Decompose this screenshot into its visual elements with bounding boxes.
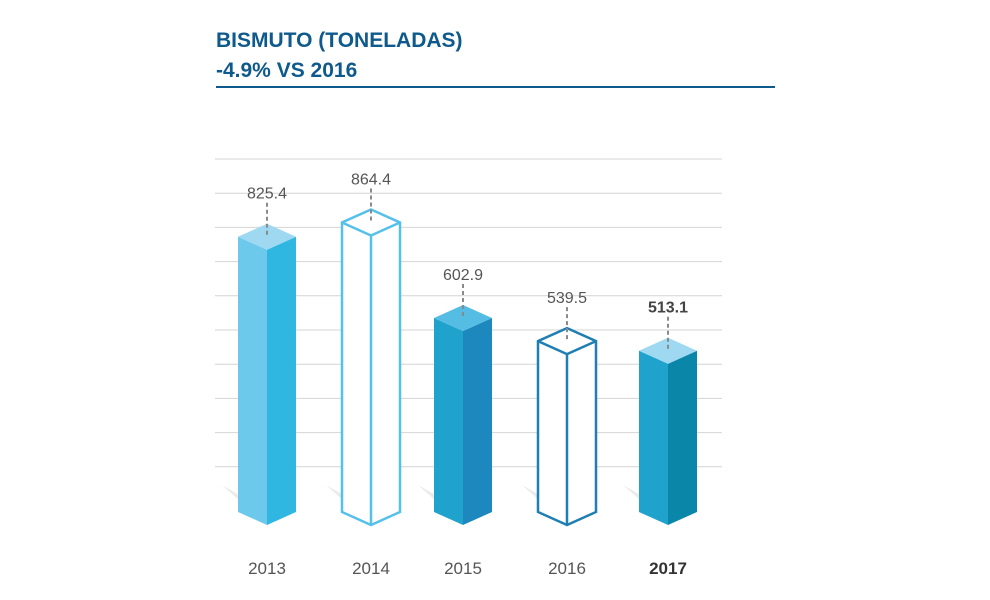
value-label-2016: 539.5	[547, 290, 587, 307]
x-tick-label-2016: 2016	[548, 559, 586, 578]
bar-2013	[238, 236, 267, 525]
bar-top-face-2015	[434, 304, 492, 331]
value-label-2014: 864.4	[351, 171, 391, 188]
chart-title: BISMUTO (TONELADAS)	[216, 29, 463, 52]
bar-right-face-2017	[668, 350, 697, 525]
value-label-2017: 513.1	[648, 300, 688, 317]
x-tick-label-2013: 2013	[248, 559, 286, 578]
value-label-2015: 602.9	[443, 267, 483, 284]
x-tick-label-2017: 2017	[649, 559, 687, 578]
bar-top-face-2013	[238, 223, 296, 250]
chart-subtitle: -4.9% VS 2016	[216, 59, 358, 82]
bar-top-face-2017	[639, 337, 697, 364]
bar-2015	[434, 317, 463, 525]
title-underline	[216, 86, 775, 88]
bar-right-face-2015	[463, 317, 492, 525]
bar-2017	[639, 350, 668, 525]
value-label-2013: 825.4	[247, 186, 287, 203]
bar-right-face-2013	[267, 236, 296, 525]
chart-title-block: BISMUTO (TONELADAS) -4.9% VS 2016	[216, 26, 463, 86]
x-tick-label-2014: 2014	[352, 559, 390, 578]
x-tick-label-2015: 2015	[444, 559, 482, 578]
